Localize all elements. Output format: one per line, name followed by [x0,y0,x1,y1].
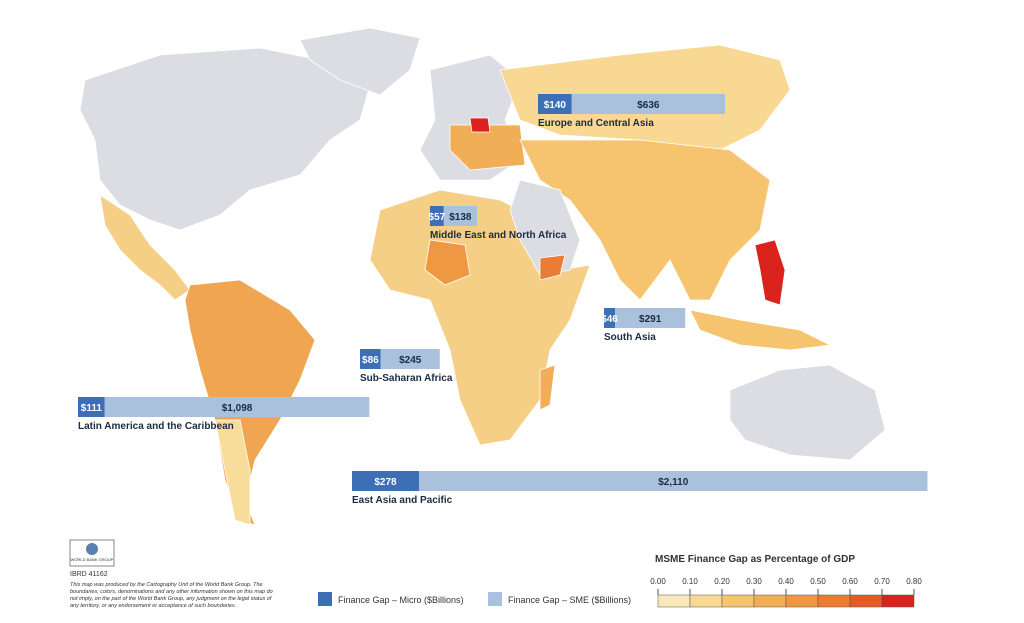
micro-bar [78,397,105,417]
color-scale: 0.00 0.10 0.20 0.30 0.40 0.50 0.60 0.70 0.80 [650,577,922,608]
disclaimer: This map was produced by the Cartography… [70,582,273,609]
sme-value: $636 [637,100,660,111]
scale-swatch [849,594,883,608]
micro-value: $278 [374,477,397,488]
micro-bar [360,349,381,369]
sme-bar [443,206,477,226]
region-bars: $140 $636 Europe and Central Asia $57 $138 Mi… [78,94,928,506]
region-name: South Asia [604,332,656,343]
scale-tick-label: 0.50 [810,577,826,586]
sme-bar [380,349,440,369]
scale-swatch [689,594,723,608]
legend-swatch [318,592,332,606]
sme-bar [615,308,686,328]
micro-bar [604,308,616,328]
scale-tick-label: 0.30 [746,577,762,586]
scale-swatch [753,594,787,608]
map-id: IBRD 41162 [70,571,108,578]
logo-text: WORLD BANK GROUP [71,557,114,562]
scale-tick-label: 0.80 [906,577,922,586]
scale-tick-label: 0.10 [682,577,698,586]
sme-bar [571,94,726,114]
micro-value: $111 [81,403,103,414]
sme-value: $1,098 [222,403,253,414]
region-name: East Asia and Pacific [352,495,453,506]
micro-value: $86 [362,355,379,366]
micro-value: $140 [544,100,567,111]
legend-label: Finance Gap – Micro ($Billions) [338,595,464,605]
sme-value: $2,110 [658,477,688,488]
micro-value: $57 [429,212,446,223]
logo-globe [86,543,98,555]
scale-tick-label: 0.00 [650,577,666,586]
sme-bar [418,471,928,491]
sme-bar [104,397,370,417]
logo: WORLD BANK GROUP [69,539,115,567]
scale-tick-label: 0.60 [842,577,858,586]
micro-bar [352,471,419,491]
scale-swatch [881,594,915,608]
legend-swatch [488,592,502,606]
land [79,27,886,526]
scale-tick-label: 0.70 [874,577,890,586]
sme-value: $138 [449,212,472,223]
scale-swatch [721,594,755,608]
scale-swatch [785,594,819,608]
sme-value: $245 [399,355,422,366]
micro-value: $46 [601,314,618,325]
scale-tick-label: 0.40 [778,577,794,586]
scale-swatch [817,594,851,608]
scale-tick-label: 0.20 [714,577,730,586]
region-name: Sub-Saharan Africa [360,373,453,384]
scale-title: MSME Finance Gap as Percentage of GDP [655,554,855,565]
region-name: Latin America and the Caribbean [78,421,234,432]
scale-swatch [657,594,691,608]
legend-label: Finance Gap – SME ($Billions) [508,595,631,605]
region-name: Europe and Central Asia [538,118,654,129]
micro-bar [430,206,444,226]
region-name: Middle East and North Africa [430,230,567,241]
sme-value: $291 [639,314,662,325]
micro-bar [538,94,572,114]
